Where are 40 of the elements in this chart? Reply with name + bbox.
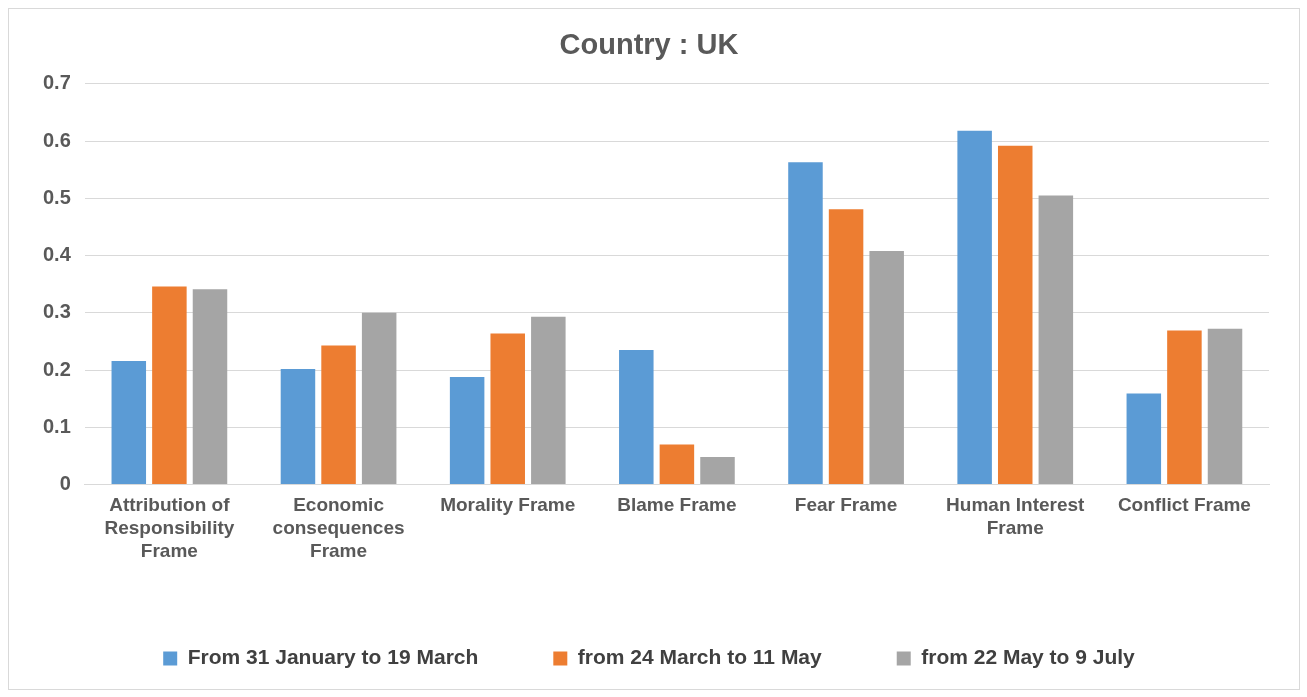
y-tick-label: 0.6: [42, 128, 71, 151]
bar: [700, 457, 735, 485]
bar: [449, 376, 485, 485]
x-tick-label: Attribution of Responsibility Frame: [104, 494, 235, 561]
y-tick-label: 0.2: [42, 357, 71, 380]
y-tick-label: 0.1: [42, 414, 71, 437]
bar: [957, 130, 992, 485]
x-tick-label: Human Interest Frame: [946, 494, 1086, 539]
x-tick-label: Blame Frame: [617, 494, 737, 516]
bar: [1167, 330, 1202, 485]
x-tick-label: Morality Frame: [440, 494, 576, 516]
bar: [192, 289, 228, 485]
bar: [869, 250, 904, 485]
legend-label: from 24 March to 11 May: [577, 645, 823, 669]
bar: [111, 360, 147, 485]
x-tick-label: Fear Frame: [794, 494, 898, 516]
y-tick-label: 0.7: [42, 71, 71, 94]
bar: [1038, 195, 1074, 485]
x-tick-label: Conflict Frame: [1117, 494, 1251, 516]
bar: [997, 145, 1033, 485]
bar: [152, 286, 187, 485]
y-tick-label: 0.3: [42, 300, 71, 323]
legend-label: From 31 January to 19 March: [187, 645, 479, 669]
bar: [828, 209, 864, 485]
y-tick-label: 0: [59, 472, 71, 495]
bar: [321, 345, 356, 485]
legend-label: from 22 May to 9 July: [921, 645, 1136, 669]
bar: [280, 368, 316, 485]
bar: [619, 350, 654, 485]
x-tick-label: Economic consequences Frame: [272, 494, 405, 561]
chart-title: Country : UK: [559, 28, 739, 61]
bar: [490, 333, 525, 485]
y-tick-label: 0.5: [42, 185, 71, 208]
bar: [659, 444, 695, 485]
bar: [1207, 328, 1243, 485]
bar: [1126, 393, 1162, 485]
bar: [788, 162, 823, 485]
y-tick-label: 0.4: [42, 243, 72, 266]
bar: [531, 316, 566, 485]
bar: [361, 312, 397, 485]
